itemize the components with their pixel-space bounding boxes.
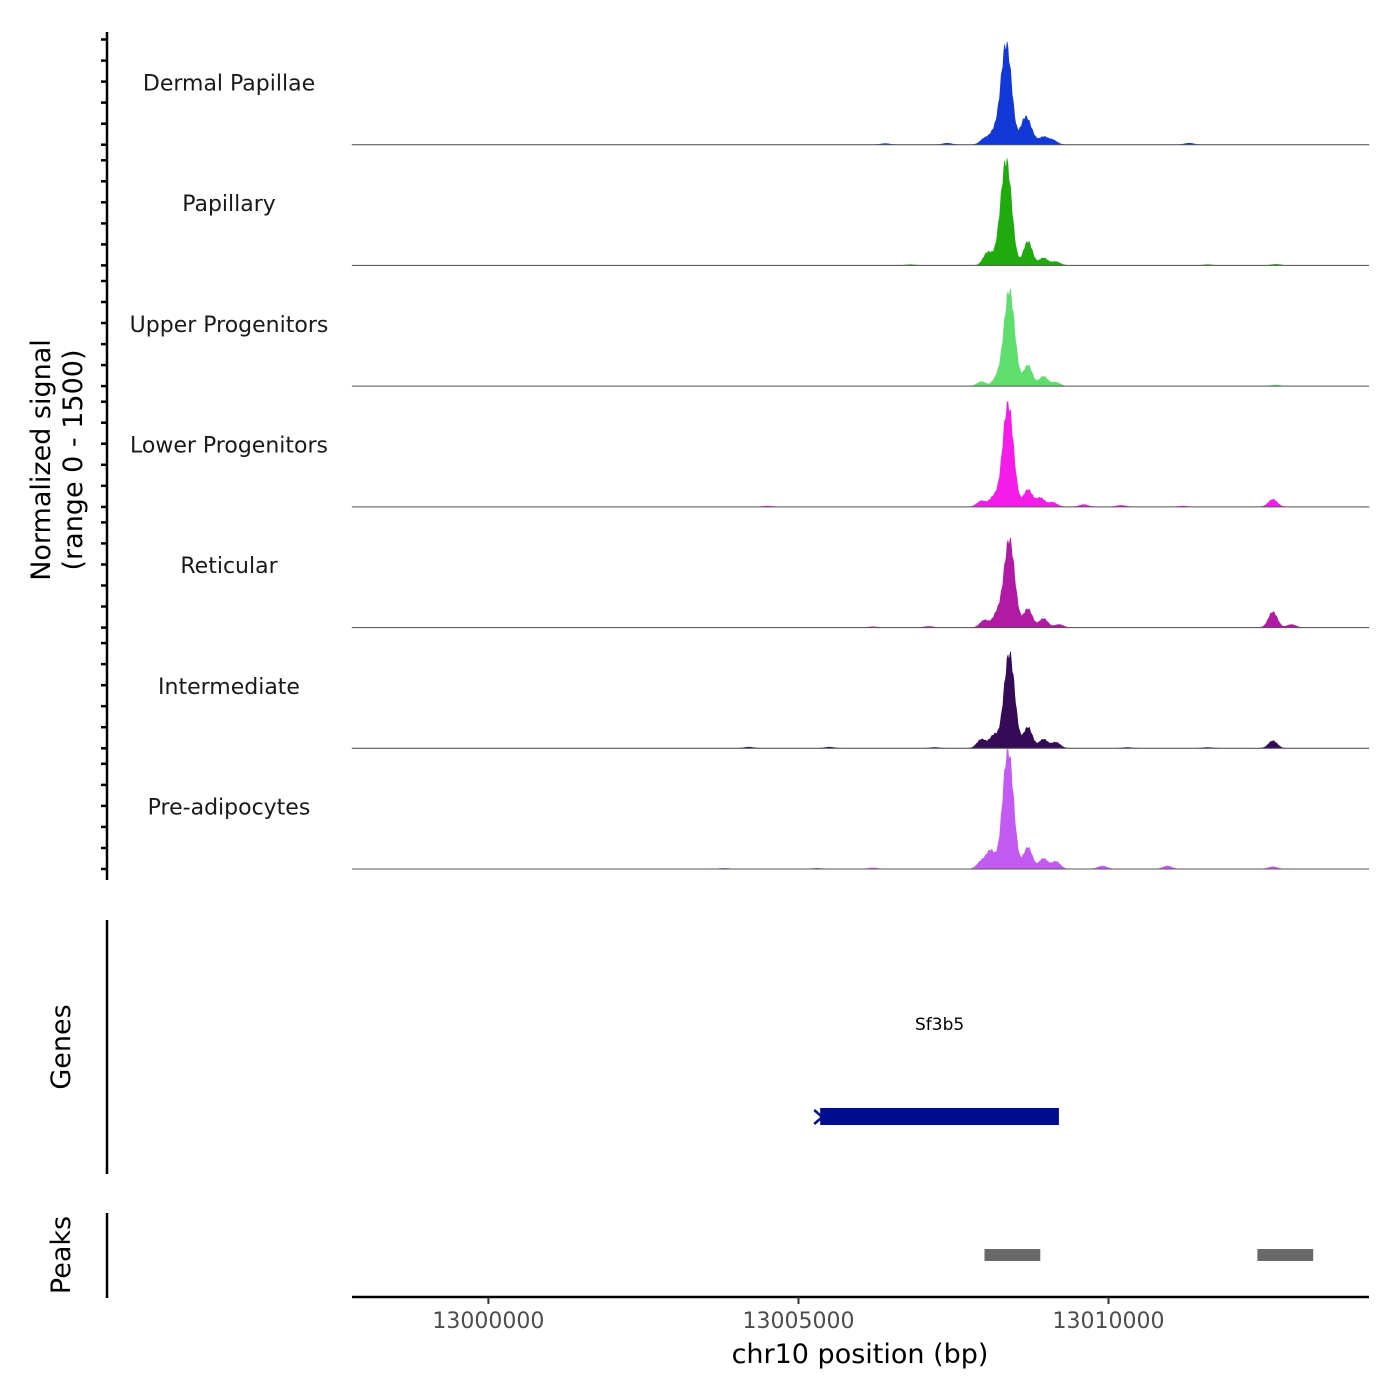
- x-tick-label-2: 13010000: [1053, 1309, 1165, 1334]
- track-label-1: Papillary: [182, 192, 276, 217]
- peak-region-1: [1257, 1249, 1314, 1261]
- coverage-area-2: [351, 288, 1370, 387]
- x-axis-title: chr10 position (bp): [732, 1339, 989, 1370]
- track-label-2: Upper Progenitors: [130, 313, 329, 338]
- peaks-panel: [984, 1249, 1314, 1261]
- gene-label-0: Sf3b5: [915, 1015, 964, 1035]
- track-label-3: Lower Progenitors: [130, 434, 328, 459]
- track-label-6: Pre-adipocytes: [148, 796, 311, 821]
- y-axis-title: Normalized signal (range 0 - 1500): [26, 339, 89, 581]
- gene-strand-arrow-0: [813, 1109, 825, 1125]
- coverage-area-3: [351, 401, 1370, 508]
- track-label-0: Dermal Papillae: [143, 71, 315, 96]
- coverage-area-5: [351, 651, 1370, 749]
- coverage-area-0: [351, 41, 1370, 146]
- x-tick-label-0: 13000000: [432, 1309, 544, 1334]
- coverage-area-1: [351, 158, 1370, 266]
- y-axis-title-line2: (range 0 - 1500): [58, 350, 89, 571]
- track-label-4: Reticular: [180, 554, 278, 579]
- x-tick-label-1: 13005000: [743, 1309, 855, 1334]
- peaks-panel-label: Peaks: [46, 1216, 77, 1294]
- coverage-y-ticks: [101, 38, 107, 871]
- track-label-5: Intermediate: [158, 675, 300, 700]
- coverage-tracks: Dermal Papillae Papillary Upper Progenitor…: [130, 41, 1370, 870]
- gene-body-0: [820, 1108, 1059, 1125]
- coverage-area-4: [351, 537, 1370, 628]
- coverage-area-6: [352, 749, 1369, 870]
- genes-panel-label: Genes: [46, 1004, 77, 1089]
- peak-region-0: [984, 1249, 1041, 1261]
- genes-panel: Sf3b5: [813, 1015, 1059, 1125]
- x-axis-ticks: 13000000 13005000 13010000: [432, 1297, 1164, 1334]
- y-axis-title-line1: Normalized signal: [26, 339, 57, 581]
